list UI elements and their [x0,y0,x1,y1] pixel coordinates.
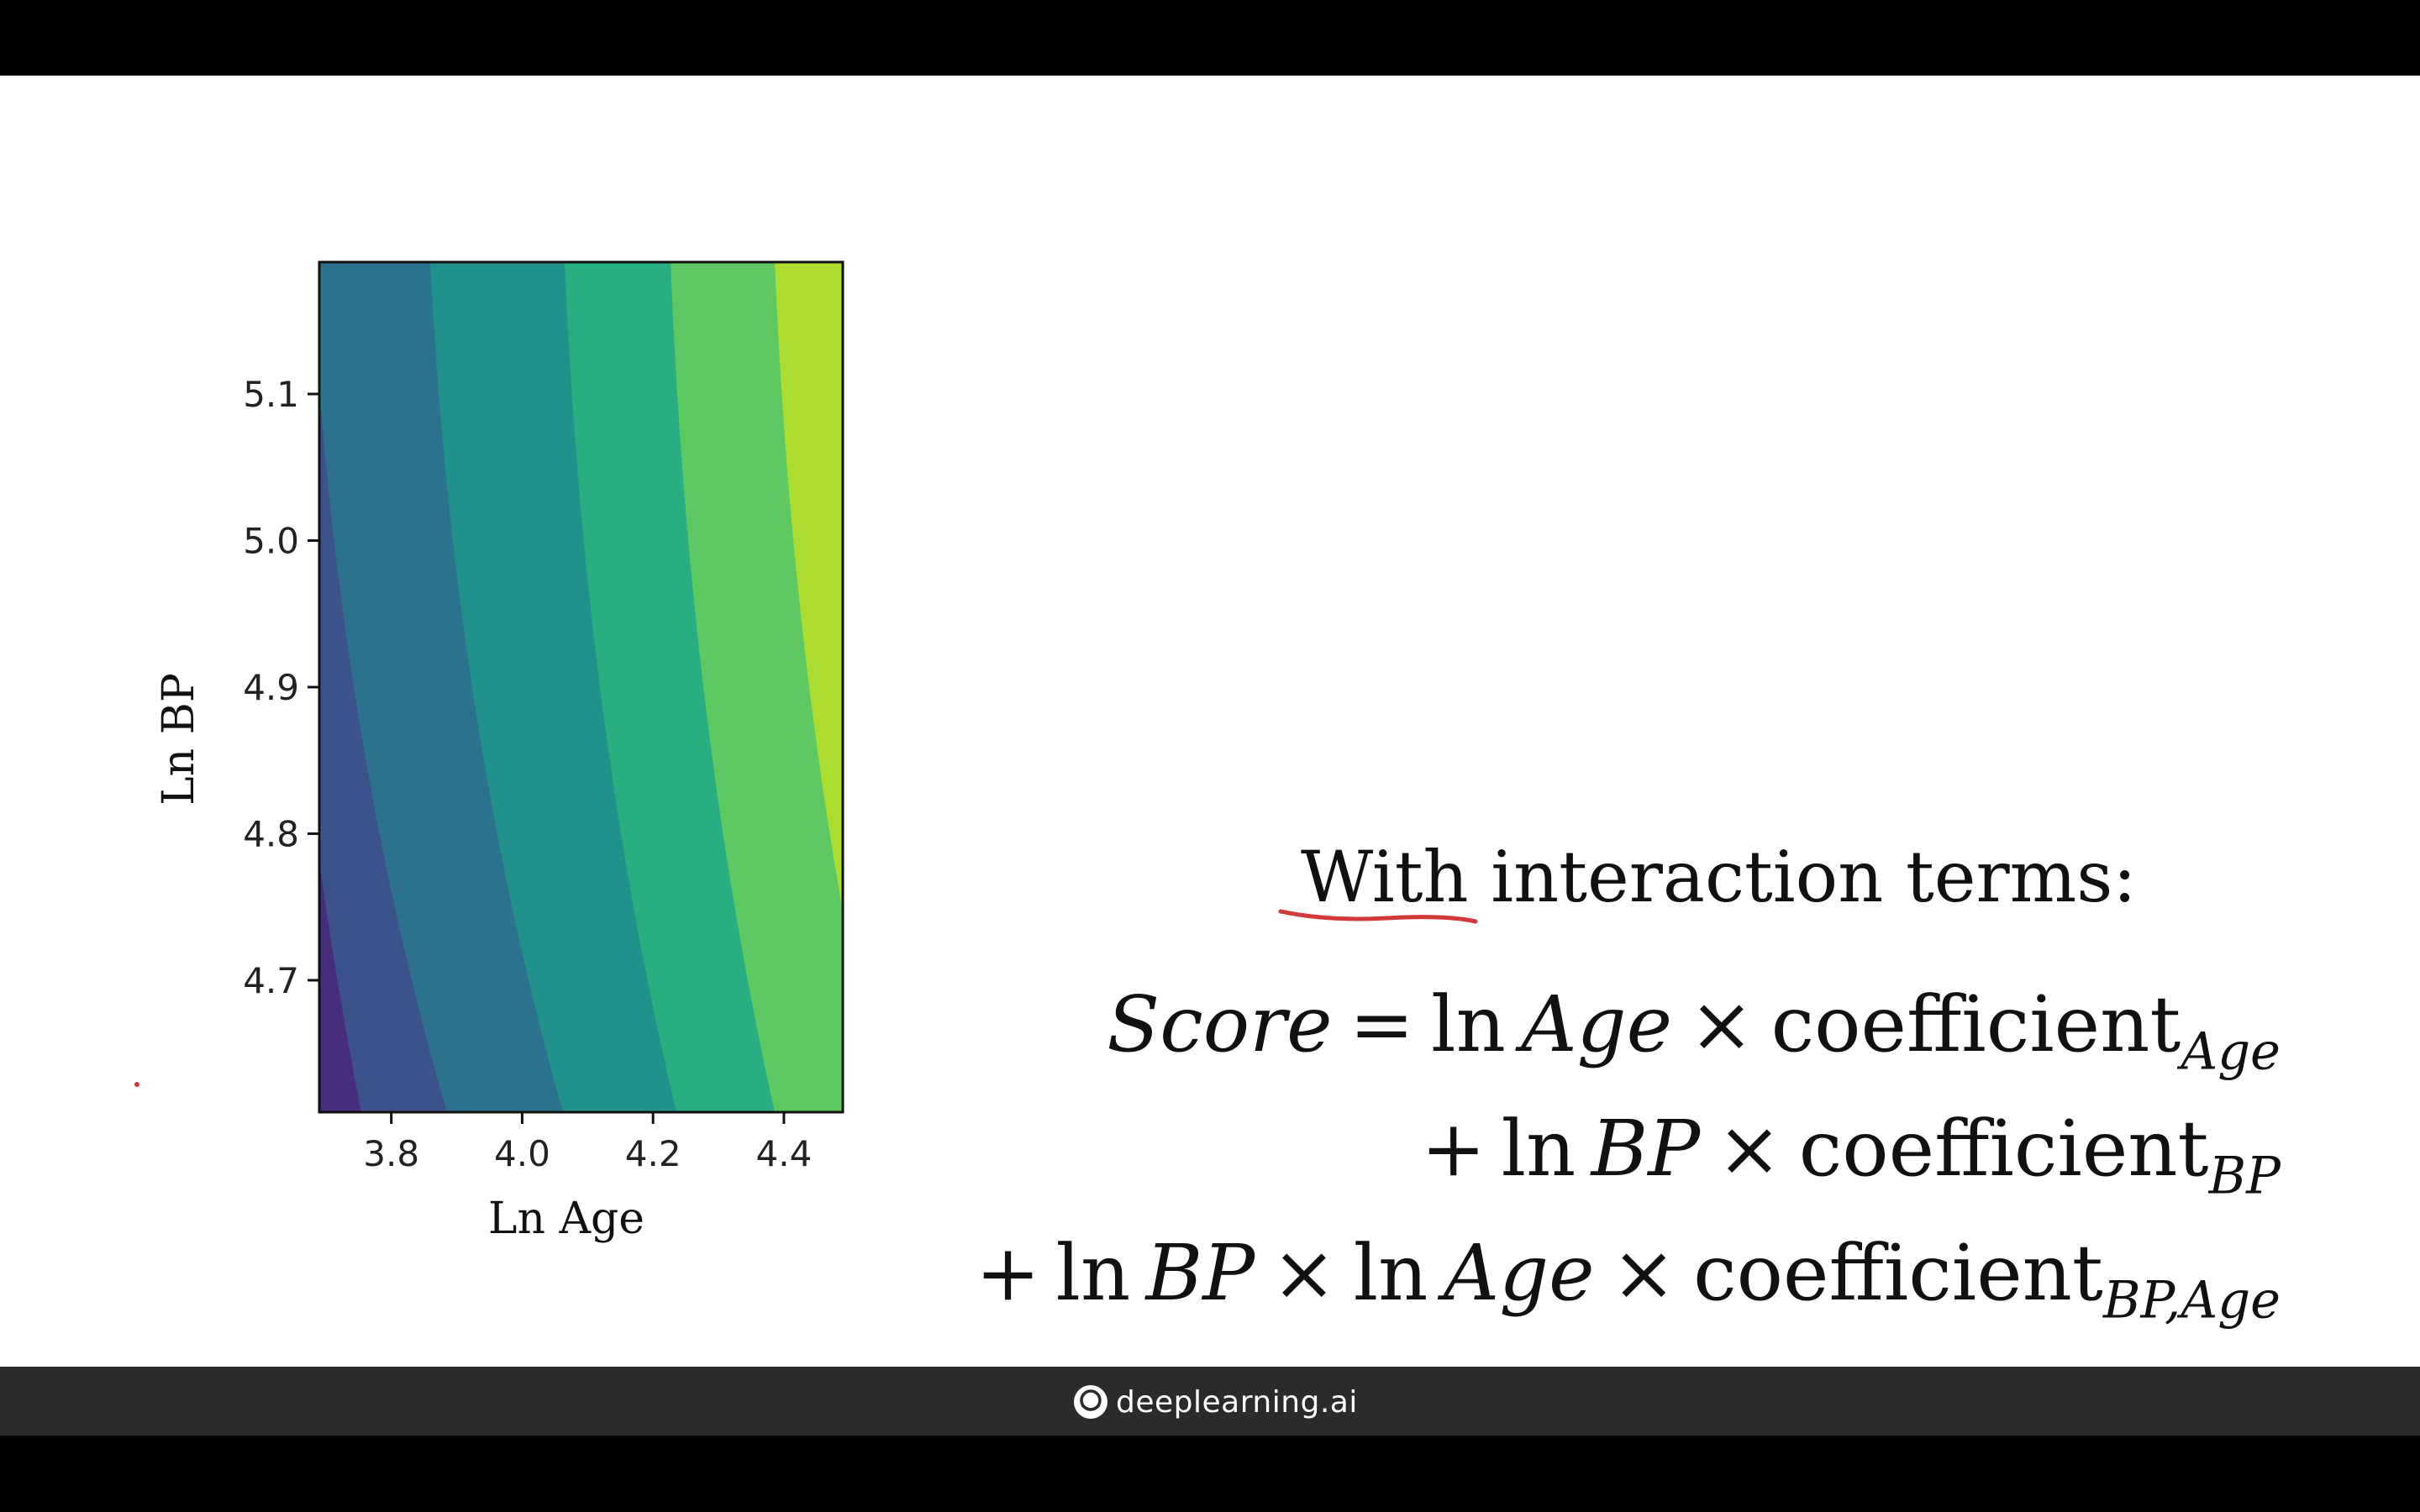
x-axis-ticks: 3.8 4.0 4.2 4.4 [363,1112,812,1174]
contour-band [319,861,361,1112]
eq-ln-2: ln [1501,1104,1576,1194]
video-bottom-letterbox [0,1436,2420,1512]
video-caption-bar [0,1367,2420,1436]
eq-coefficient-1: coefficient [1770,979,2181,1069]
y-tick-label: 5.0 [243,521,299,562]
equation-line-2: + ln BP × coefficientBP [1421,1110,2281,1202]
eq-ln-3b: ln [1353,1228,1428,1318]
eq-age-1: Age [1521,979,1673,1069]
x-tick-label: 3.8 [363,1133,419,1174]
eq-score: Score [1107,979,1333,1069]
red-underline-annotation [1278,909,1478,924]
eq-ln-1: ln [1431,979,1506,1069]
y-tick-label: 5.1 [243,374,299,415]
eq-times-3a: × [1271,1228,1337,1318]
eq-sub-age: Age [2181,1022,2281,1082]
brand-name: deeplearning.ai [1116,1384,1358,1420]
eq-bp-2: BP [1591,1104,1701,1194]
eq-times-1: × [1689,979,1754,1069]
y-tick-label: 4.8 [243,813,299,854]
slide-heading: With interaction terms: [1301,836,2137,918]
eq-coefficient-2: coefficient [1798,1104,2209,1194]
annotation-dot [134,1082,139,1087]
brand-watermark: deeplearning.ai [1072,1383,1358,1420]
x-tick-label: 4.4 [756,1133,813,1174]
eq-equals: = [1349,979,1414,1069]
contour-bands [319,262,843,1112]
x-tick-label: 4.2 [625,1133,681,1174]
x-axis-label: Ln Age [488,1194,644,1244]
eq-plus-3: + [976,1228,1041,1318]
video-top-letterbox [0,0,2420,76]
y-tick-label: 4.7 [243,960,299,1001]
eq-sub-bp-age: BP,Age [2102,1271,2281,1331]
slide-canvas: 3.8 4.0 4.2 4.4 4.7 4.8 4.9 5.0 5.1 Ln Age Ln B… [0,76,2420,1367]
eq-times-2: × [1717,1104,1782,1194]
eq-sub-bp: BP [2208,1147,2281,1206]
y-tick-label: 4.9 [243,667,299,708]
eq-plus-2: + [1421,1104,1486,1194]
equation-line-3: + ln BP × ln Age × coefficientBP,Age [976,1235,2281,1326]
deeplearning-logo-icon [1074,1385,1107,1419]
eq-age-3: Age [1443,1228,1595,1318]
y-axis-label: Ln BP [154,673,204,806]
eq-ln-3a: ln [1055,1228,1131,1318]
eq-coefficient-3: coefficient [1693,1228,2103,1318]
x-tick-label: 4.0 [494,1133,550,1174]
eq-bp-3: BP [1145,1228,1255,1318]
contour-band [319,389,447,1112]
equation-line-1: Score = ln Age × coefficientAge [1107,986,2281,1078]
eq-times-3b: × [1611,1228,1676,1318]
y-axis-ticks: 4.7 4.8 4.9 5.0 5.1 [243,374,319,1001]
contour-chart: 3.8 4.0 4.2 4.4 4.7 4.8 4.9 5.0 5.1 Ln Age Ln B… [154,260,844,1244]
